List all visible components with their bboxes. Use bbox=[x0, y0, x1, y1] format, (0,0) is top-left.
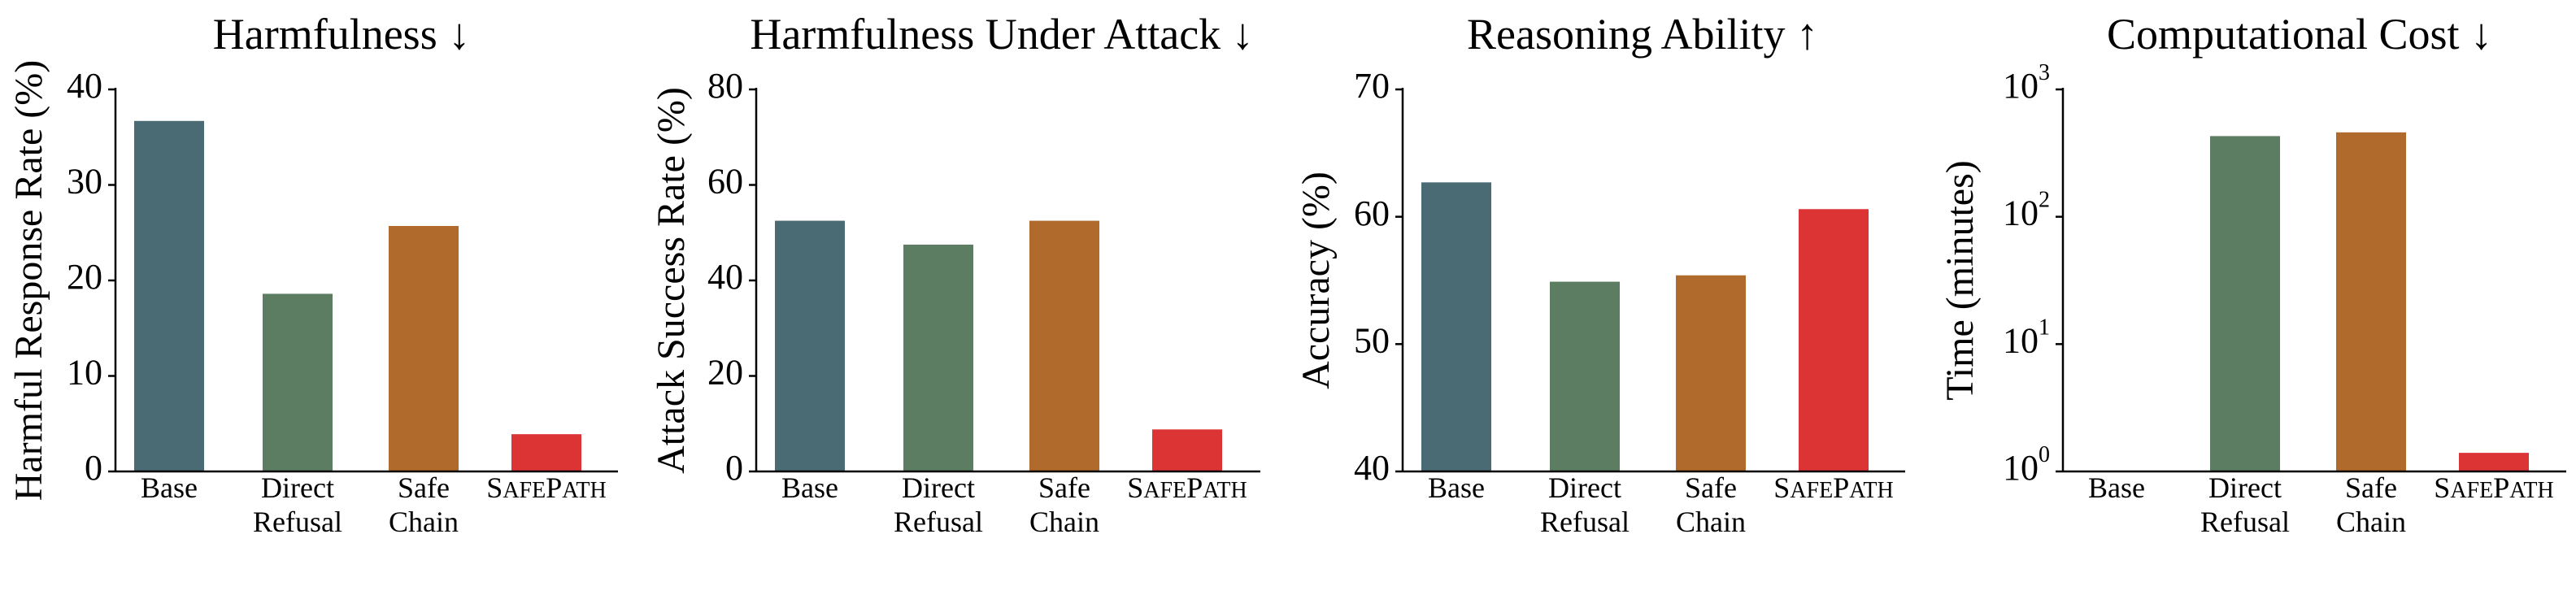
x-tick-label-base: Base bbox=[141, 471, 198, 504]
x-tick-label-safepath: SAFEPATH bbox=[2434, 471, 2553, 504]
y-tick-label: 30 bbox=[67, 162, 102, 202]
y-tick-label: 100 bbox=[2003, 442, 2050, 488]
x-tick-label-safepath: SAFEPATH bbox=[1127, 471, 1247, 504]
bar-direct-refusal bbox=[263, 293, 333, 471]
x-tick-label-safe-chain: Safe Chain bbox=[2336, 471, 2406, 538]
bar-direct-refusal bbox=[1550, 281, 1620, 471]
y-tick-label: 20 bbox=[707, 353, 743, 393]
y-tick-label: 102 bbox=[2003, 188, 2050, 233]
y-tick-label: 101 bbox=[2003, 315, 2050, 361]
x-tick-label-base: Base bbox=[781, 471, 838, 504]
bar-base bbox=[1421, 182, 1491, 471]
x-tick-label-direct-refusal: Direct Refusal bbox=[1540, 471, 1630, 538]
bar-safepath bbox=[1152, 429, 1222, 471]
chart-panel-2: Harmfulness Under Attack ↓ Attack Success… bbox=[650, 10, 1260, 538]
chart-panel-3: Reasoning Ability ↑ Accuracy (%) 40 50 60 70 B… bbox=[1295, 10, 1905, 538]
y-tick-label: 60 bbox=[1354, 193, 1390, 233]
y-tick-label: 70 bbox=[1354, 66, 1390, 106]
y-axis-label: Accuracy (%) bbox=[1295, 172, 1338, 389]
x-tick-label-safe-chain: Safe Chain bbox=[1029, 471, 1099, 538]
x-tick-label-safepath: SAFEPATH bbox=[1773, 471, 1893, 504]
x-tick-label-base: Base bbox=[1428, 471, 1485, 504]
bar-safe-chain bbox=[1676, 275, 1746, 471]
bar-safe-chain bbox=[1029, 220, 1099, 471]
bar-safepath bbox=[511, 434, 581, 471]
y-tick-label: 10 bbox=[67, 353, 102, 393]
y-tick-label: 40 bbox=[1354, 448, 1390, 488]
y-axis-label: Harmful Response Rate (%) bbox=[7, 60, 50, 502]
bar-safe-chain bbox=[2336, 132, 2406, 472]
bar-safepath bbox=[2459, 453, 2529, 471]
y-tick-label: 80 bbox=[707, 66, 743, 106]
chart-title: Harmfulness Under Attack ↓ bbox=[750, 10, 1253, 59]
y-tick-label: 20 bbox=[67, 257, 102, 297]
bar-direct-refusal bbox=[903, 244, 973, 471]
x-tick-label-safepath: SAFEPATH bbox=[486, 471, 606, 504]
x-tick-label-direct-refusal: Direct Refusal bbox=[894, 471, 983, 538]
chart-title: Computational Cost ↓ bbox=[2107, 10, 2492, 59]
chart-panel-4: Computational Cost ↓ Time (minutes) 100 101… bbox=[1939, 10, 2566, 538]
y-tick-label: 103 bbox=[2003, 60, 2050, 106]
chart-panel-1: Harmfulness ↓ Harmful Response Rate (%) 0 1… bbox=[7, 10, 618, 538]
y-axis-label: Attack Success Rate (%) bbox=[650, 87, 693, 474]
x-tick-label-safe-chain: Safe Chain bbox=[1676, 471, 1746, 538]
y-tick-label: 40 bbox=[67, 66, 102, 106]
y-tick-label: 0 bbox=[85, 448, 102, 488]
chart-title: Reasoning Ability ↑ bbox=[1467, 10, 1818, 59]
bar-safe-chain bbox=[389, 226, 459, 471]
x-tick-label-direct-refusal: Direct Refusal bbox=[2200, 471, 2290, 538]
x-tick-label-direct-refusal: Direct Refusal bbox=[253, 471, 342, 538]
y-tick-label: 40 bbox=[707, 257, 743, 297]
bar-base bbox=[134, 120, 204, 471]
bar-direct-refusal bbox=[2210, 136, 2280, 471]
y-tick-label: 60 bbox=[707, 162, 743, 202]
x-tick-label-safe-chain: Safe Chain bbox=[389, 471, 459, 538]
bar-base bbox=[775, 220, 845, 471]
bar-safepath bbox=[1799, 209, 1869, 471]
x-tick-label-base: Base bbox=[2088, 471, 2145, 504]
y-axis-label: Time (minutes) bbox=[1939, 160, 1982, 401]
y-tick-label: 50 bbox=[1354, 320, 1390, 360]
y-tick-label: 0 bbox=[725, 448, 743, 488]
chart-title: Harmfulness ↓ bbox=[213, 10, 470, 59]
